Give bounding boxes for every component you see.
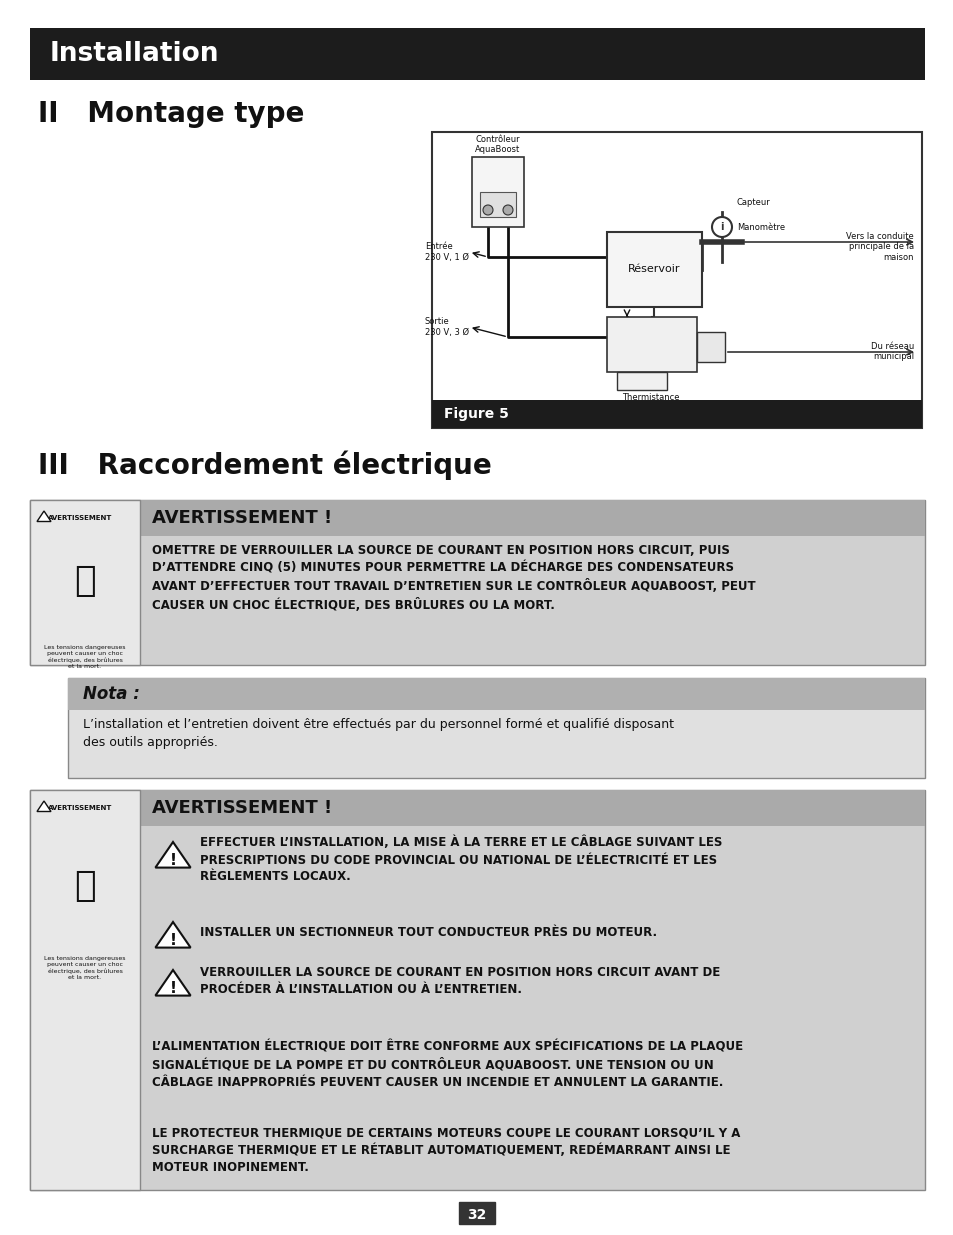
Text: AVERTISSEMENT: AVERTISSEMENT <box>48 805 112 811</box>
Text: LE PROTECTEUR THERMIQUE DE CERTAINS MOTEURS COUPE LE COURANT LORSQU’IL Y A
SURCH: LE PROTECTEUR THERMIQUE DE CERTAINS MOTE… <box>152 1126 740 1173</box>
Bar <box>606 317 697 372</box>
Bar <box>697 332 724 362</box>
Text: Thermistance: Thermistance <box>621 393 679 401</box>
Text: Figure 5: Figure 5 <box>443 408 508 421</box>
Polygon shape <box>37 511 51 521</box>
Bar <box>432 400 921 429</box>
Bar <box>68 678 924 778</box>
Text: Entrée
230 V, 1 Ø: Entrée 230 V, 1 Ø <box>424 242 469 262</box>
Bar <box>30 500 140 664</box>
Bar <box>30 28 924 80</box>
Bar <box>68 678 924 710</box>
Text: VERROUILLER LA SOURCE DE COURANT EN POSITION HORS CIRCUIT AVANT DE
PROCÉDER À L’: VERROUILLER LA SOURCE DE COURANT EN POSI… <box>200 966 720 995</box>
Text: 32: 32 <box>467 1208 486 1221</box>
Bar <box>30 790 140 1191</box>
Circle shape <box>482 205 493 215</box>
Text: Les tensions dangereuses
peuvent causer un choc
électrique, des brûlures
et la m: Les tensions dangereuses peuvent causer … <box>44 645 126 669</box>
Text: Réservoir: Réservoir <box>628 264 680 274</box>
Text: Manomètre: Manomètre <box>737 222 784 231</box>
Text: OMETTRE DE VERROUILLER LA SOURCE DE COURANT EN POSITION HORS CIRCUIT, PUIS
D’ATT: OMETTRE DE VERROUILLER LA SOURCE DE COUR… <box>152 543 755 613</box>
Text: INSTALLER UN SECTIONNEUR TOUT CONDUCTEUR PRÈS DU MOTEUR.: INSTALLER UN SECTIONNEUR TOUT CONDUCTEUR… <box>200 926 657 939</box>
Text: !: ! <box>170 932 176 948</box>
Polygon shape <box>37 802 51 811</box>
Text: 🏃: 🏃 <box>74 869 95 903</box>
Bar <box>606 232 701 308</box>
Bar <box>30 790 140 1191</box>
Text: L’ALIMENTATION ÉLECTRIQUE DOIT ÊTRE CONFORME AUX SPÉCIFICATIONS DE LA PLAQUE
SIG: L’ALIMENTATION ÉLECTRIQUE DOIT ÊTRE CONF… <box>152 1041 742 1089</box>
Text: Sortie
230 V, 3 Ø: Sortie 230 V, 3 Ø <box>424 317 469 337</box>
Circle shape <box>711 217 731 237</box>
Text: II   Montage type: II Montage type <box>38 100 304 128</box>
Text: Nota :: Nota : <box>83 685 140 703</box>
Text: Du réseau
municipal: Du réseau municipal <box>870 342 913 362</box>
Polygon shape <box>155 923 191 947</box>
Text: AVERTISSEMENT: AVERTISSEMENT <box>48 515 112 521</box>
Text: Capteur: Capteur <box>737 198 770 207</box>
Bar <box>472 157 523 227</box>
Bar <box>30 790 924 826</box>
Bar <box>458 1202 495 1224</box>
Bar <box>479 191 516 217</box>
Bar <box>30 500 924 536</box>
Text: AVERTISSEMENT !: AVERTISSEMENT ! <box>152 509 332 527</box>
Text: AVERTISSEMENT !: AVERTISSEMENT ! <box>152 799 332 818</box>
Polygon shape <box>155 842 191 868</box>
Text: !: ! <box>170 853 176 868</box>
Bar <box>30 500 140 664</box>
Text: EFFECTUER L’INSTALLATION, LA MISE À LA TERRE ET LE CÂBLAGE SUIVANT LES
PRESCRIPT: EFFECTUER L’INSTALLATION, LA MISE À LA T… <box>200 836 721 883</box>
Text: L’installation et l’entretien doivent être effectués par du personnel formé et q: L’installation et l’entretien doivent êt… <box>83 718 673 748</box>
Text: i: i <box>720 222 723 232</box>
Text: Installation: Installation <box>50 41 219 67</box>
Circle shape <box>502 205 513 215</box>
Bar <box>30 500 924 664</box>
Polygon shape <box>155 969 191 995</box>
Text: 🏃: 🏃 <box>74 564 95 598</box>
Text: Vers la conduite
principale de la
maison: Vers la conduite principale de la maison <box>845 232 913 262</box>
Bar <box>432 132 921 429</box>
Text: III   Raccordement électrique: III Raccordement électrique <box>38 450 491 479</box>
Text: Les tensions dangereuses
peuvent causer un choc
électrique, des brûlures
et la m: Les tensions dangereuses peuvent causer … <box>44 956 126 981</box>
Bar <box>617 372 666 390</box>
Text: !: ! <box>170 981 176 995</box>
Bar <box>30 790 924 1191</box>
Text: Contrôleur
AquaBoost: Contrôleur AquaBoost <box>475 135 520 154</box>
